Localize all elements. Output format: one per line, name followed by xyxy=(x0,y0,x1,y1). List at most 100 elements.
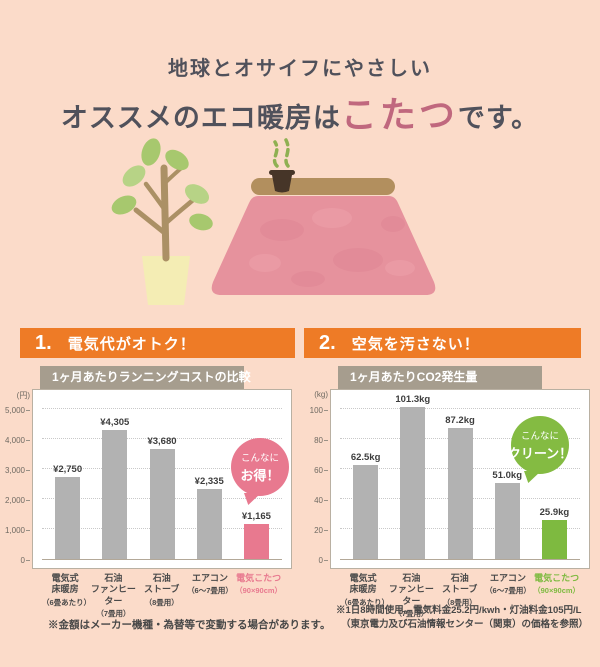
y-axis-tick-label: 0 xyxy=(21,556,30,565)
kotatsu-tabletop xyxy=(251,178,395,195)
y-axis-tick-label: 1,000 xyxy=(5,526,30,535)
bar xyxy=(400,407,426,559)
bar-series: 62.5kg 101.3kg 87.2kg 51.0kg 25.9kg xyxy=(340,394,580,559)
gridline xyxy=(42,438,282,439)
bar-group: ¥2,335 xyxy=(186,476,233,559)
chart-2-plot: 62.5kg 101.3kg 87.2kg 51.0kg 25.9kg xyxy=(340,394,580,560)
bar-group: 87.2kg xyxy=(436,415,483,559)
bar-group: 101.3kg xyxy=(389,394,436,559)
title-line2-prefix: オススメのエコ暖房は xyxy=(60,103,341,134)
plant-leaves xyxy=(111,138,213,231)
section-2-number: 2. xyxy=(319,331,336,354)
bar-value-label: ¥4,305 xyxy=(100,416,130,428)
category-label: 電気式 床暖房 （6畳あたり） xyxy=(42,573,92,607)
y-axis-unit-label: (円) xyxy=(16,391,30,400)
teapot xyxy=(269,170,295,193)
footnote-left: ※金額はメーカー機種・為替等で変動する場合があります。 xyxy=(48,619,331,631)
y-axis-tick-label: 5,000 xyxy=(5,406,30,415)
bar-group: ¥1,165 xyxy=(233,511,280,559)
footnote-right-line2: （東京電力及び石油情報センター（関東）の価格を参照） xyxy=(341,619,589,631)
kotatsu-blanket xyxy=(211,196,436,295)
chart-2-y-axis: (kg) 0 20 40 60 80 100 xyxy=(310,389,329,571)
gridline xyxy=(340,408,580,409)
bar-value-label: 101.3kg xyxy=(395,394,431,406)
category-label: 電気式 床暖房 （6畳あたり） xyxy=(340,573,390,607)
bar-group: ¥2,750 xyxy=(44,463,91,559)
category-label: 石油 ファンヒーター （7畳用） xyxy=(90,573,136,618)
bar-group: ¥3,680 xyxy=(138,436,185,559)
bar-value-label: 51.0kg xyxy=(492,469,522,481)
bar xyxy=(102,429,128,559)
savings-badge-line1: こんなに xyxy=(240,453,279,464)
y-axis-tick-label: 2,000 xyxy=(5,496,30,505)
section-1-header: 1. 電気代がオトク！ xyxy=(20,328,295,358)
category-label: 石油 ストーブ （8畳用） xyxy=(436,573,484,618)
chart-1-title-tab: 1ヶ月あたりランニングコストの比較 xyxy=(40,366,251,389)
bar xyxy=(353,465,379,559)
kotatsu-illustration xyxy=(111,138,436,305)
category-label: 石油 ファンヒーター （7畳用） xyxy=(388,573,434,618)
plant-pot xyxy=(142,256,190,305)
chart-1-category-labels: 電気式 床暖房 （6畳あたり） 石油 ファンヒーター （7畳用） 石油 ストーブ （8畳用） エア… xyxy=(41,573,283,618)
category-sub-label: （6畳あたり） xyxy=(340,597,390,607)
highlight-bar xyxy=(243,524,269,559)
chart-1-y-axis: (円) 0 1,000 2,000 3,000 4,000 5,000 xyxy=(5,389,31,571)
bar-value-label: 25.9kg xyxy=(539,507,570,519)
section-2-heading: 空気を汚さない！ xyxy=(351,335,480,353)
plant-trunk xyxy=(133,162,196,262)
category-label: エアコン （6～7畳用） xyxy=(485,573,531,596)
category-label: 電気こたつ （90×90cm） xyxy=(235,573,283,596)
bar xyxy=(149,448,175,559)
clean-badge-line2: クリーン！ xyxy=(507,446,573,461)
y-axis-tick-label: 60 xyxy=(314,466,328,475)
clean-badge-line1: こんなに xyxy=(520,431,559,442)
bar-group: 62.5kg xyxy=(342,452,389,559)
bar-group: 51.0kg xyxy=(484,469,531,559)
chart-2-panel: 62.5kg 101.3kg 87.2kg 51.0kg 25.9kg こんなに クリー… xyxy=(330,389,590,569)
category-sub-label: （90×90cm） xyxy=(533,586,581,596)
bar-series: ¥2,750 ¥4,305 ¥3,680 ¥2,335 ¥1,165 xyxy=(42,399,282,559)
bar xyxy=(447,428,473,559)
chart-2-category-labels: 電気式 床暖房 （6畳あたり） 石油 ファンヒーター （7畳用） 石油 ストーブ （8畳用） エア… xyxy=(339,573,581,618)
clean-badge: こんなに クリーン！ xyxy=(507,416,573,483)
chart-1-plot: ¥2,750 ¥4,305 ¥3,680 ¥2,335 ¥1,165 xyxy=(42,399,282,560)
plant xyxy=(111,138,213,305)
category-sub-label: （8畳用） xyxy=(442,597,477,607)
savings-badge-line2: お得！ xyxy=(240,468,280,483)
title-accent-kotatsu: こたつ xyxy=(340,94,458,136)
bar-value-label: ¥2,335 xyxy=(194,475,224,487)
bar-value-label: ¥2,750 xyxy=(53,463,83,475)
category-sub-label: （8畳用） xyxy=(144,597,179,607)
y-axis-tick-label: 40 xyxy=(314,496,328,505)
section-1-number: 1. xyxy=(35,331,52,354)
bar xyxy=(494,482,520,559)
savings-badge: こんなに お得！ xyxy=(231,438,289,505)
bar-value-label: 62.5kg xyxy=(350,452,381,464)
chart-2-title-tab: 1ヶ月あたりCO2発生量 xyxy=(338,366,542,389)
chart-running-cost: 1ヶ月あたりランニングコストの比較 (円) 0 1,000 2,000 3,000 4,0… xyxy=(5,366,298,636)
chart-1-panel: ¥2,750 ¥4,305 ¥3,680 ¥2,335 ¥1,165 こんなに お得！ xyxy=(32,389,292,569)
category-sub-label: （7畳用） xyxy=(96,608,131,618)
y-axis-unit-label: (kg) xyxy=(314,390,328,399)
bar xyxy=(55,476,81,559)
bar-value-label: ¥3,680 xyxy=(147,435,177,447)
y-axis-tick-label: 20 xyxy=(314,526,328,535)
category-sub-label: （90×90cm） xyxy=(235,586,283,596)
kotatsu xyxy=(211,138,436,295)
category-label: 電気こたつ （90×90cm） xyxy=(533,573,581,596)
y-axis-tick-label: 3,000 xyxy=(5,466,30,475)
category-sub-label: （6畳あたり） xyxy=(42,597,92,607)
y-axis-tick-label: 0 xyxy=(319,556,328,565)
bar-group: ¥4,305 xyxy=(91,417,138,559)
category-sub-label: （7畳用） xyxy=(394,608,429,618)
page-title: 地球とオサイフにやさしい オススメのエコ暖房はこたつです。 xyxy=(0,52,600,138)
section-1-heading: 電気代がオトク！ xyxy=(67,335,196,353)
category-sub-label: （6～7畳用） xyxy=(485,586,531,596)
bar-value-label: ¥1,165 xyxy=(241,511,271,523)
blanket-texture-light xyxy=(249,208,415,276)
bar xyxy=(196,488,222,559)
gridline xyxy=(42,408,282,409)
category-label: エアコン （6～7畳用） xyxy=(187,573,233,596)
y-axis-tick-label: 4,000 xyxy=(5,436,30,445)
highlight-bar xyxy=(541,520,567,559)
